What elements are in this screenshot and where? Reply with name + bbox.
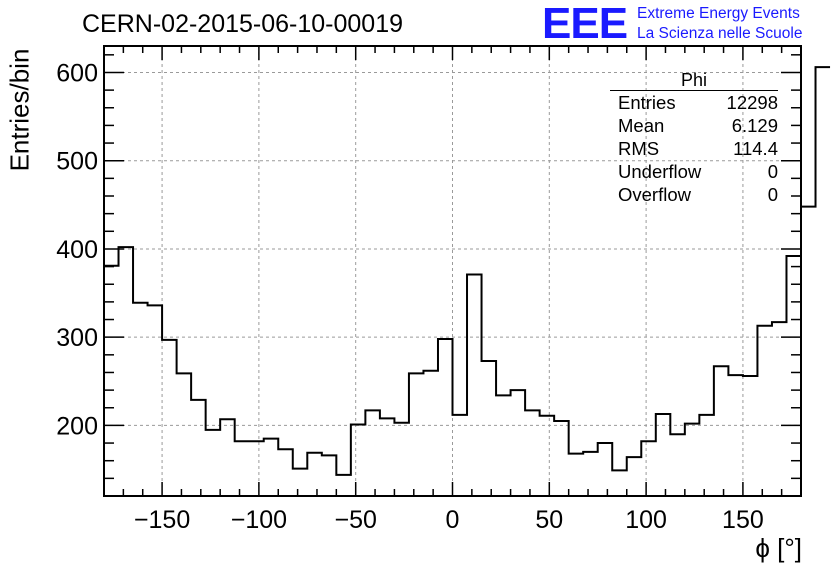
stats-label: Entries <box>618 92 676 113</box>
y-axis-label: Entries/bin <box>4 48 35 172</box>
logo-text-line2: La Scienza nelle Scuole <box>637 25 803 42</box>
y-tick-label: 200 <box>56 412 98 440</box>
stats-row: Overflow 0 <box>610 183 778 206</box>
axis-ticks <box>103 46 802 496</box>
logo-text-line1: Extreme Energy Events <box>637 5 800 22</box>
stats-value: 0 <box>767 161 778 182</box>
y-tick-label: 400 <box>56 236 98 264</box>
x-tick-label: −100 <box>231 506 287 534</box>
stats-row: Mean 6.129 <box>610 114 778 137</box>
run-title: CERN-02-2015-06-10-00019 <box>82 10 404 38</box>
stats-value: 114.4 <box>733 138 778 159</box>
x-axis-label: ϕ [°] <box>755 533 802 563</box>
x-tick-label: 150 <box>722 506 764 534</box>
stats-row: Underflow 0 <box>610 160 778 183</box>
y-tick-label: 600 <box>56 59 98 87</box>
x-tick-label: 50 <box>535 506 563 534</box>
stats-label: Mean <box>618 115 665 136</box>
x-tick-label: −150 <box>134 506 190 534</box>
stats-value: 6.129 <box>731 115 778 136</box>
y-tick-label: 300 <box>56 324 98 352</box>
stats-row: RMS 114.4 <box>610 137 778 160</box>
stats-value: 12298 <box>726 92 778 113</box>
stats-label: RMS <box>618 138 660 159</box>
grid-lines <box>104 46 801 496</box>
stats-value: 0 <box>767 184 778 205</box>
x-tick-label: −50 <box>334 506 376 534</box>
tick-labels: −150 −100 −50 0 50 100 150 200 300 400 500 600 <box>56 59 763 534</box>
stats-title: Phi <box>610 70 778 91</box>
stats-row: Entries 12298 <box>610 91 778 114</box>
eee-logo: EEE <box>542 0 628 48</box>
stats-label: Underflow <box>618 161 702 182</box>
stats-label: Overflow <box>618 184 691 205</box>
x-tick-label: 0 <box>446 506 460 534</box>
x-tick-label: 100 <box>625 506 667 534</box>
y-tick-label: 500 <box>56 148 98 176</box>
histogram-series <box>104 66 831 476</box>
stats-box: Phi Entries 12298 Mean 6.129 RMS 114.4 Unde… <box>610 70 778 206</box>
